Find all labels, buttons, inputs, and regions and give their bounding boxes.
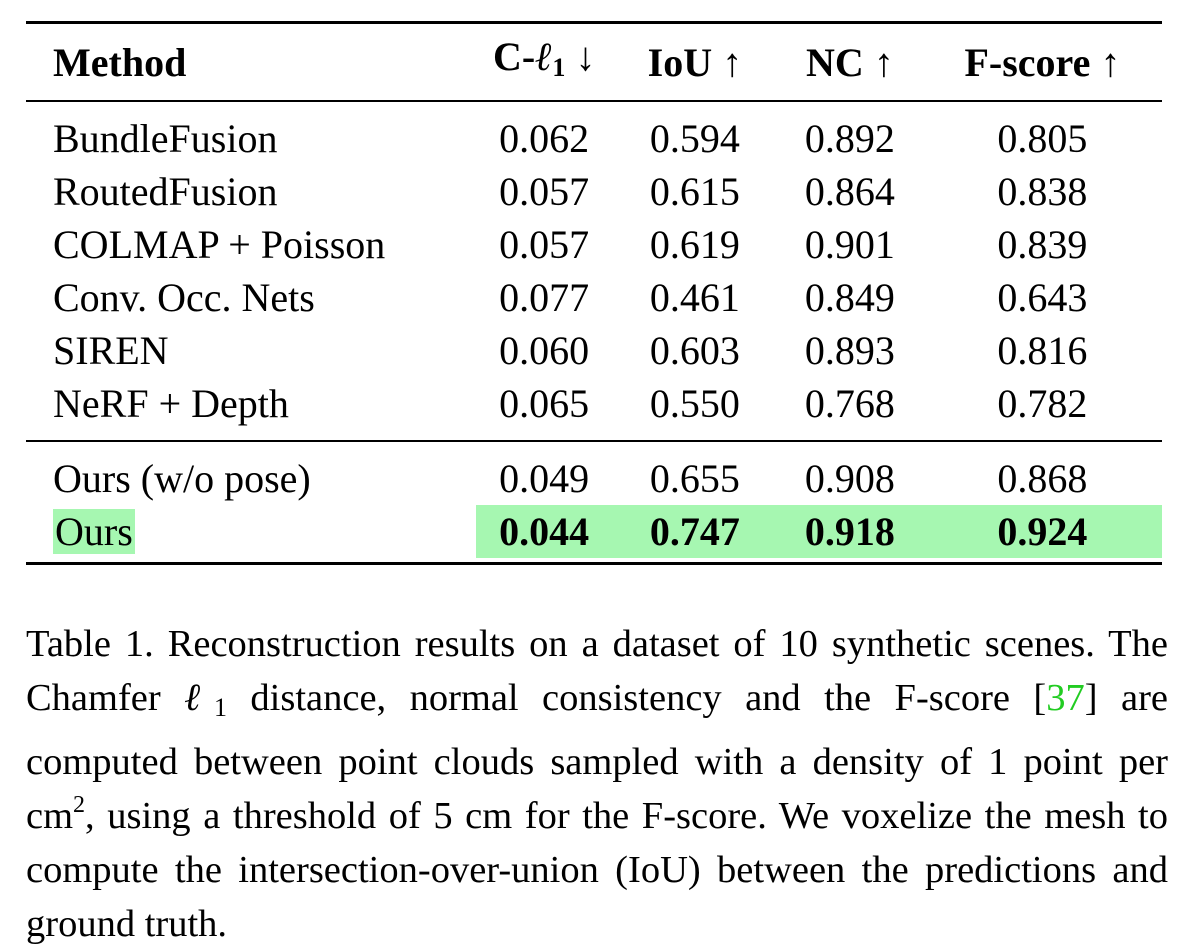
row-c-l1: 0.057 xyxy=(499,169,590,214)
table-row: COLMAP + Poisson 0.057 0.619 0.901 0.839 xyxy=(26,218,1162,271)
header-chamfer-prefix: C- xyxy=(493,34,536,79)
table-row: SIREN 0.060 0.603 0.893 0.816 xyxy=(26,324,1162,377)
citation-link[interactable]: 37 xyxy=(1046,677,1085,719)
row-c-l1: 0.044 xyxy=(475,505,613,564)
row-iou: 0.603 xyxy=(649,328,740,373)
row-nc: 0.901 xyxy=(804,222,895,267)
row-nc: 0.908 xyxy=(804,456,895,501)
header-fscore: F-score ↑ xyxy=(964,39,1121,85)
row-method: BundleFusion xyxy=(53,116,278,161)
row-method: COLMAP + Poisson xyxy=(53,222,386,267)
table-row: Conv. Occ. Nets 0.077 0.461 0.849 0.643 xyxy=(26,271,1162,324)
header-iou: IoU ↑ xyxy=(647,39,743,85)
table-caption: Table 1. Reconstruction results on a dat… xyxy=(26,617,1168,951)
row-method: Ours xyxy=(26,505,476,564)
caption-text-2: distance, normal consistency and the F-s… xyxy=(226,677,1047,719)
row-nc: 0.893 xyxy=(804,328,895,373)
row-nc: 0.864 xyxy=(804,169,895,214)
row-fscore: 0.643 xyxy=(997,275,1088,320)
row-iou: 0.619 xyxy=(649,222,740,267)
caption-symbol: ℓ xyxy=(184,677,214,719)
row-nc: 0.849 xyxy=(804,275,895,320)
header-method: Method xyxy=(53,39,187,85)
results-table: Method C-ℓ1 ↓ IoU ↑ NC ↑ F-score ↑ Bundl… xyxy=(26,21,1162,565)
row-c-l1: 0.049 xyxy=(499,456,590,501)
row-fscore: 0.838 xyxy=(997,169,1088,214)
row-iou: 0.747 xyxy=(612,505,778,564)
table-row-best: Ours 0.044 0.747 0.918 0.924 xyxy=(26,505,1162,564)
header-nc: NC ↑ xyxy=(806,39,894,85)
caption-superscript: 2 xyxy=(73,792,86,818)
row-c-l1: 0.060 xyxy=(499,328,590,373)
row-nc: 0.768 xyxy=(804,381,895,426)
table-row: BundleFusion 0.062 0.594 0.892 0.805 xyxy=(26,101,1162,165)
row-iou: 0.461 xyxy=(649,275,740,320)
caption-text-3: ] are computed between point clouds samp… xyxy=(26,677,1168,837)
row-method: RoutedFusion xyxy=(53,169,278,214)
highlighted-value: 0.924 xyxy=(922,505,1162,558)
highlighted-value: 0.918 xyxy=(777,505,923,558)
baseline-rows: BundleFusion 0.062 0.594 0.892 0.805 Rou… xyxy=(26,101,1162,441)
table-row: RoutedFusion 0.057 0.615 0.864 0.838 xyxy=(26,165,1162,218)
header-chamfer-sub: 1 xyxy=(552,53,566,82)
row-c-l1: 0.062 xyxy=(499,116,590,161)
highlighted-value: 0.747 xyxy=(612,505,778,558)
row-nc: 0.892 xyxy=(804,116,895,161)
row-fscore: 0.816 xyxy=(997,328,1088,373)
row-method: Conv. Occ. Nets xyxy=(53,275,315,320)
caption-text-1: Table 1. Reconstruction results on a dat… xyxy=(26,623,1168,719)
header-chamfer-arrow: ↓ xyxy=(575,34,596,79)
row-method: SIREN xyxy=(53,328,169,373)
row-fscore: 0.782 xyxy=(997,381,1088,426)
row-c-l1: 0.057 xyxy=(499,222,590,267)
row-method: Ours (w/o pose) xyxy=(53,456,311,501)
caption-symbol-sub: 1 xyxy=(213,693,227,722)
row-iou: 0.550 xyxy=(649,381,740,426)
row-method: NeRF + Depth xyxy=(53,381,289,426)
highlighted-method: Ours xyxy=(53,509,135,554)
highlighted-value: 0.044 xyxy=(475,505,613,558)
row-iou: 0.594 xyxy=(649,116,740,161)
header-chamfer-symbol: ℓ xyxy=(535,34,553,79)
row-iou: 0.615 xyxy=(649,169,740,214)
row-fscore: 0.839 xyxy=(997,222,1088,267)
caption-text-4: , using a threshold of 5 cm for the F-sc… xyxy=(26,795,1168,945)
ours-rows: Ours (w/o pose) 0.049 0.655 0.908 0.868 … xyxy=(26,441,1162,564)
header-chamfer: C-ℓ1 ↓ xyxy=(476,23,613,102)
row-c-l1: 0.065 xyxy=(499,381,590,426)
table-header-row: Method C-ℓ1 ↓ IoU ↑ NC ↑ F-score ↑ xyxy=(26,22,1162,102)
table-row: NeRF + Depth 0.065 0.550 0.768 0.782 xyxy=(26,377,1162,441)
row-c-l1: 0.077 xyxy=(499,275,590,320)
row-nc: 0.918 xyxy=(777,505,923,564)
row-fscore: 0.868 xyxy=(997,456,1088,501)
results-table-container: Method C-ℓ1 ↓ IoU ↑ NC ↑ F-score ↑ Bundl… xyxy=(26,21,1162,565)
row-iou: 0.655 xyxy=(649,456,740,501)
table-row: Ours (w/o pose) 0.049 0.655 0.908 0.868 xyxy=(26,441,1162,505)
row-fscore: 0.924 xyxy=(922,505,1162,564)
row-fscore: 0.805 xyxy=(997,116,1088,161)
